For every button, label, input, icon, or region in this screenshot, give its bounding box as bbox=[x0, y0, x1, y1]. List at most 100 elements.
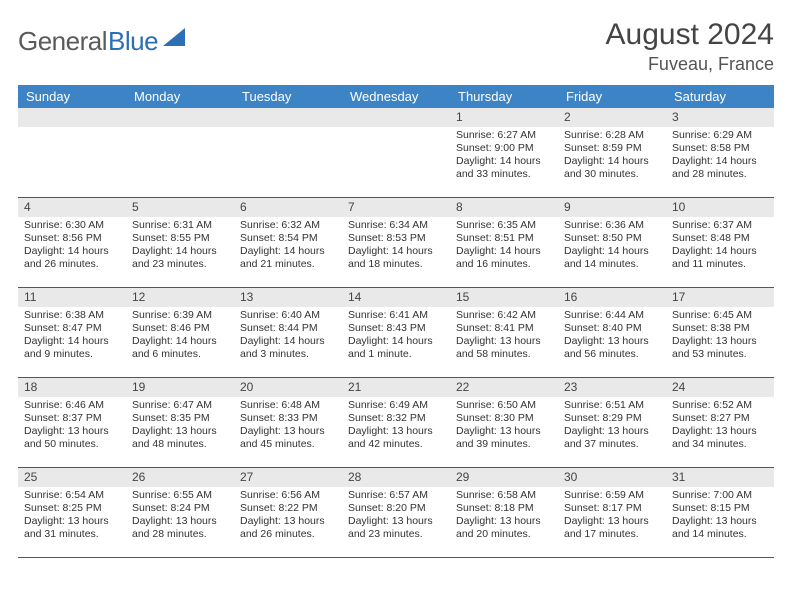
sunset-line: Sunset: 8:55 PM bbox=[132, 232, 228, 245]
sunrise-line: Sunrise: 6:48 AM bbox=[240, 399, 336, 412]
sunset-line: Sunset: 8:48 PM bbox=[672, 232, 768, 245]
day-number: 28 bbox=[342, 468, 450, 487]
sunset-line: Sunset: 8:15 PM bbox=[672, 502, 768, 515]
sunrise-line: Sunrise: 6:56 AM bbox=[240, 489, 336, 502]
daylight-line: Daylight: 13 hours and 58 minutes. bbox=[456, 335, 552, 361]
day-cell-31: 31Sunrise: 7:00 AMSunset: 8:15 PMDayligh… bbox=[666, 468, 774, 558]
sunset-line: Sunset: 9:00 PM bbox=[456, 142, 552, 155]
day-cell-25: 25Sunrise: 6:54 AMSunset: 8:25 PMDayligh… bbox=[18, 468, 126, 558]
sunrise-line: Sunrise: 6:54 AM bbox=[24, 489, 120, 502]
day-number: 6 bbox=[234, 198, 342, 217]
sunset-line: Sunset: 8:22 PM bbox=[240, 502, 336, 515]
day-number: 5 bbox=[126, 198, 234, 217]
sunrise-line: Sunrise: 6:38 AM bbox=[24, 309, 120, 322]
day-number: 8 bbox=[450, 198, 558, 217]
sunrise-line: Sunrise: 6:45 AM bbox=[672, 309, 768, 322]
sunset-line: Sunset: 8:17 PM bbox=[564, 502, 660, 515]
day-cell-17: 17Sunrise: 6:45 AMSunset: 8:38 PMDayligh… bbox=[666, 288, 774, 378]
sunset-line: Sunset: 8:53 PM bbox=[348, 232, 444, 245]
day-cell-8: 8Sunrise: 6:35 AMSunset: 8:51 PMDaylight… bbox=[450, 198, 558, 288]
sunrise-line: Sunrise: 6:30 AM bbox=[24, 219, 120, 232]
sunset-line: Sunset: 8:38 PM bbox=[672, 322, 768, 335]
sunrise-line: Sunrise: 6:52 AM bbox=[672, 399, 768, 412]
day-cell-22: 22Sunrise: 6:50 AMSunset: 8:30 PMDayligh… bbox=[450, 378, 558, 468]
daylight-line: Daylight: 13 hours and 34 minutes. bbox=[672, 425, 768, 451]
calendar-page: GeneralBlue August 2024 Fuveau, France S… bbox=[0, 0, 792, 612]
sunrise-line: Sunrise: 6:29 AM bbox=[672, 129, 768, 142]
day-cell-7: 7Sunrise: 6:34 AMSunset: 8:53 PMDaylight… bbox=[342, 198, 450, 288]
day-cell-3: 3Sunrise: 6:29 AMSunset: 8:58 PMDaylight… bbox=[666, 108, 774, 198]
daynum-strip-empty bbox=[234, 108, 342, 127]
daylight-line: Daylight: 14 hours and 30 minutes. bbox=[564, 155, 660, 181]
day-number: 17 bbox=[666, 288, 774, 307]
sunset-line: Sunset: 8:32 PM bbox=[348, 412, 444, 425]
daylight-line: Daylight: 14 hours and 26 minutes. bbox=[24, 245, 120, 271]
daylight-line: Daylight: 14 hours and 14 minutes. bbox=[564, 245, 660, 271]
day-number: 25 bbox=[18, 468, 126, 487]
sunset-line: Sunset: 8:51 PM bbox=[456, 232, 552, 245]
weekday-header: SundayMondayTuesdayWednesdayThursdayFrid… bbox=[18, 85, 774, 108]
day-cell-6: 6Sunrise: 6:32 AMSunset: 8:54 PMDaylight… bbox=[234, 198, 342, 288]
day-number: 21 bbox=[342, 378, 450, 397]
day-number: 18 bbox=[18, 378, 126, 397]
sunrise-line: Sunrise: 6:49 AM bbox=[348, 399, 444, 412]
daylight-line: Daylight: 13 hours and 23 minutes. bbox=[348, 515, 444, 541]
calendar-grid: 1Sunrise: 6:27 AMSunset: 9:00 PMDaylight… bbox=[18, 108, 774, 558]
daylight-line: Daylight: 13 hours and 17 minutes. bbox=[564, 515, 660, 541]
sunset-line: Sunset: 8:30 PM bbox=[456, 412, 552, 425]
day-cell-12: 12Sunrise: 6:39 AMSunset: 8:46 PMDayligh… bbox=[126, 288, 234, 378]
daylight-line: Daylight: 14 hours and 1 minute. bbox=[348, 335, 444, 361]
day-cell-1: 1Sunrise: 6:27 AMSunset: 9:00 PMDaylight… bbox=[450, 108, 558, 198]
empty-cell bbox=[342, 108, 450, 198]
day-number: 22 bbox=[450, 378, 558, 397]
sunrise-line: Sunrise: 6:59 AM bbox=[564, 489, 660, 502]
daylight-line: Daylight: 14 hours and 18 minutes. bbox=[348, 245, 444, 271]
sunrise-line: Sunrise: 6:31 AM bbox=[132, 219, 228, 232]
day-number: 9 bbox=[558, 198, 666, 217]
sunset-line: Sunset: 8:27 PM bbox=[672, 412, 768, 425]
daylight-line: Daylight: 13 hours and 50 minutes. bbox=[24, 425, 120, 451]
day-number: 20 bbox=[234, 378, 342, 397]
day-number: 27 bbox=[234, 468, 342, 487]
day-cell-18: 18Sunrise: 6:46 AMSunset: 8:37 PMDayligh… bbox=[18, 378, 126, 468]
sunset-line: Sunset: 8:54 PM bbox=[240, 232, 336, 245]
sunset-line: Sunset: 8:18 PM bbox=[456, 502, 552, 515]
daylight-line: Daylight: 14 hours and 33 minutes. bbox=[456, 155, 552, 181]
day-number: 23 bbox=[558, 378, 666, 397]
sunrise-line: Sunrise: 7:00 AM bbox=[672, 489, 768, 502]
location-label: Fuveau, France bbox=[606, 54, 774, 75]
sunrise-line: Sunrise: 6:40 AM bbox=[240, 309, 336, 322]
day-number: 29 bbox=[450, 468, 558, 487]
sunrise-line: Sunrise: 6:44 AM bbox=[564, 309, 660, 322]
daynum-strip-empty bbox=[126, 108, 234, 127]
day-cell-20: 20Sunrise: 6:48 AMSunset: 8:33 PMDayligh… bbox=[234, 378, 342, 468]
day-number: 31 bbox=[666, 468, 774, 487]
sunset-line: Sunset: 8:41 PM bbox=[456, 322, 552, 335]
daylight-line: Daylight: 14 hours and 16 minutes. bbox=[456, 245, 552, 271]
sunrise-line: Sunrise: 6:27 AM bbox=[456, 129, 552, 142]
weekday-wednesday: Wednesday bbox=[342, 85, 450, 108]
daylight-line: Daylight: 13 hours and 28 minutes. bbox=[132, 515, 228, 541]
brand-logo: GeneralBlue bbox=[18, 18, 185, 57]
day-number: 3 bbox=[666, 108, 774, 127]
day-cell-5: 5Sunrise: 6:31 AMSunset: 8:55 PMDaylight… bbox=[126, 198, 234, 288]
sunset-line: Sunset: 8:29 PM bbox=[564, 412, 660, 425]
day-cell-16: 16Sunrise: 6:44 AMSunset: 8:40 PMDayligh… bbox=[558, 288, 666, 378]
sunset-line: Sunset: 8:59 PM bbox=[564, 142, 660, 155]
sunset-line: Sunset: 8:25 PM bbox=[24, 502, 120, 515]
sunrise-line: Sunrise: 6:57 AM bbox=[348, 489, 444, 502]
weekday-monday: Monday bbox=[126, 85, 234, 108]
sunrise-line: Sunrise: 6:46 AM bbox=[24, 399, 120, 412]
sunrise-line: Sunrise: 6:41 AM bbox=[348, 309, 444, 322]
day-cell-28: 28Sunrise: 6:57 AMSunset: 8:20 PMDayligh… bbox=[342, 468, 450, 558]
day-number: 15 bbox=[450, 288, 558, 307]
day-number: 24 bbox=[666, 378, 774, 397]
sunrise-line: Sunrise: 6:47 AM bbox=[132, 399, 228, 412]
day-cell-13: 13Sunrise: 6:40 AMSunset: 8:44 PMDayligh… bbox=[234, 288, 342, 378]
sunrise-line: Sunrise: 6:39 AM bbox=[132, 309, 228, 322]
daylight-line: Daylight: 13 hours and 48 minutes. bbox=[132, 425, 228, 451]
sunrise-line: Sunrise: 6:32 AM bbox=[240, 219, 336, 232]
weekday-tuesday: Tuesday bbox=[234, 85, 342, 108]
day-cell-10: 10Sunrise: 6:37 AMSunset: 8:48 PMDayligh… bbox=[666, 198, 774, 288]
day-cell-9: 9Sunrise: 6:36 AMSunset: 8:50 PMDaylight… bbox=[558, 198, 666, 288]
